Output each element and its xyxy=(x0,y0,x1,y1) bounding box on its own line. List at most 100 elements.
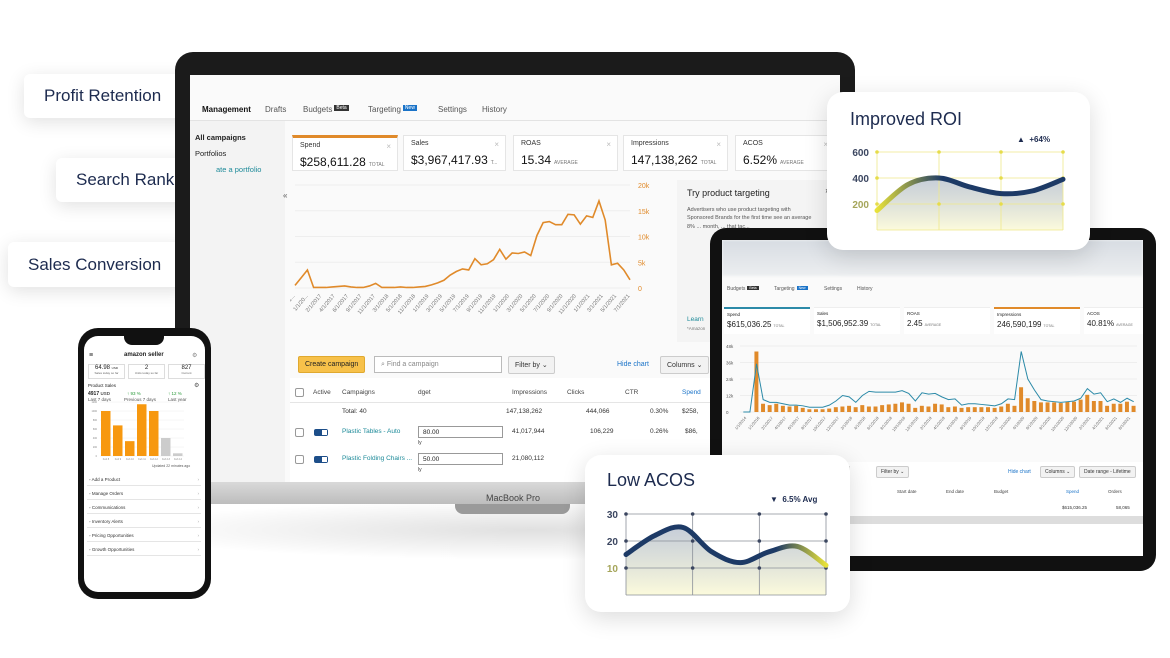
phone-stat-card[interactable]: 2 Units today so far xyxy=(128,364,165,379)
close-icon[interactable]: × xyxy=(716,140,721,149)
tab-budgets[interactable]: Budgets Beta xyxy=(303,105,349,114)
menu-icon[interactable]: ≡ xyxy=(89,352,94,359)
column-header-budget: Budget xyxy=(994,489,1009,494)
tab-history[interactable]: History xyxy=(482,105,507,114)
row-impressions: 41,017,944 xyxy=(512,428,545,435)
tab-targeting[interactable]: Targeting New xyxy=(368,105,417,114)
phone-menu-item[interactable]: ◦ Growth Opportunities › xyxy=(87,543,201,556)
tab-badge: New xyxy=(796,286,808,290)
metric-card-sales[interactable]: Sales × $3,967,417.93 T... xyxy=(403,135,506,171)
tablet-metric-roas[interactable]: ROAS 2.45 AVERAGE xyxy=(904,307,990,334)
grid-dot xyxy=(875,176,879,180)
column-header-budget[interactable]: dget xyxy=(418,389,431,396)
column-header-ctr[interactable]: CTR xyxy=(625,389,639,396)
tablet-metric-impressions[interactable]: Impressions 246,590,199 TOTAL xyxy=(994,307,1080,334)
columns-dropdown[interactable]: Columns ⌄ xyxy=(660,356,710,374)
budget-type: ly xyxy=(418,467,422,473)
x-tick-label: Feb 11 xyxy=(138,458,146,461)
phone-menu-item[interactable]: ◦ Pricing Opportunities › xyxy=(87,529,201,542)
tablet-metric-spend[interactable]: Spend $615,036.25 TOTAL xyxy=(724,307,810,334)
metric-card-roas[interactable]: ROAS × 15.34 AVERAGE xyxy=(513,135,618,171)
grid-dot xyxy=(757,539,762,543)
budget-input[interactable]: 50.00 xyxy=(418,453,503,465)
filter-label: Filter by xyxy=(881,469,899,475)
metric-card-spend[interactable]: Spend × $258,611.28 TOTAL xyxy=(292,135,398,171)
settings-icon[interactable]: ⚙ xyxy=(194,383,200,389)
column-header-campaigns[interactable]: Campaigns xyxy=(342,389,375,396)
metric-unit: TOTAL xyxy=(773,324,785,328)
spend-bar xyxy=(959,407,964,412)
active-toggle[interactable] xyxy=(314,456,328,463)
grid-dot xyxy=(875,202,879,206)
select-all-checkbox[interactable] xyxy=(295,388,304,397)
collapse-icon[interactable]: « xyxy=(283,191,288,200)
filter-by-dropdown[interactable]: Filter by ⌄ xyxy=(508,356,555,374)
active-toggle[interactable] xyxy=(314,429,328,436)
tablet-tab-budgets[interactable]: Budgets Beta xyxy=(727,286,759,292)
tab-settings[interactable]: Settings xyxy=(438,105,467,114)
phone-menu-item[interactable]: ◦ Add a Product › xyxy=(87,473,201,486)
y-tick-label: 10 xyxy=(607,564,619,575)
campaign-name-link[interactable]: Plastic Tables - Auto xyxy=(342,428,401,435)
roi-annotation: ▲ +64% xyxy=(1017,135,1050,144)
settings-icon[interactable]: ⚙ xyxy=(192,353,198,359)
sales-bar xyxy=(149,411,159,456)
tab-drafts[interactable]: Drafts xyxy=(265,105,287,114)
close-icon[interactable]: × xyxy=(823,140,828,149)
phone-menu-item[interactable]: ◦ Communications › xyxy=(87,501,201,514)
tablet-tab-settings[interactable]: Settings xyxy=(824,286,842,292)
close-icon[interactable]: × xyxy=(386,142,391,151)
metric-card-impressions[interactable]: Impressions × 147,138,262 TOTAL xyxy=(623,135,728,171)
tablet-filter-dropdown[interactable]: Filter by ⌄ xyxy=(876,466,910,478)
close-icon[interactable]: × xyxy=(494,140,499,149)
close-icon[interactable]: × xyxy=(606,140,611,149)
tablet-hide-chart-link[interactable]: Hide chart xyxy=(1008,469,1031,475)
improved-roi-card: Improved ROI ▲ +64% 200 400 600 xyxy=(827,92,1090,250)
column-header-clicks[interactable]: Clicks xyxy=(567,389,585,396)
budget-input[interactable]: 80.00 xyxy=(418,426,503,438)
grid-dot xyxy=(757,512,762,516)
column-header-impressions[interactable]: Impressions xyxy=(512,389,548,396)
metric-label: ACOS xyxy=(1087,311,1100,316)
metric-label: Impressions xyxy=(997,312,1022,317)
menu-item-icon: ◦ xyxy=(89,491,92,496)
phone-stat-card[interactable]: 64.98 USD Sales today so far xyxy=(88,364,125,379)
tablet-columns-dropdown[interactable]: Columns ⌄ xyxy=(1040,466,1076,478)
stat-number: 64.98 xyxy=(94,365,110,371)
date-range-dropdown[interactable]: Date range - Lifetime xyxy=(1079,466,1136,478)
spend-bar xyxy=(761,403,766,412)
hide-chart-link[interactable]: Hide chart xyxy=(617,361,649,368)
learn-more-link[interactable]: Learn xyxy=(687,316,704,323)
row-checkbox[interactable] xyxy=(295,455,304,464)
chevron-right-icon: › xyxy=(197,547,200,552)
grid-dot xyxy=(1061,150,1065,154)
close-icon[interactable]: › xyxy=(825,186,828,195)
sidebar-item-all-campaigns[interactable]: All campaigns xyxy=(195,133,246,142)
metric-card-acos[interactable]: ACOS × 6.52% AVERAGE xyxy=(735,135,835,171)
column-header-spend[interactable]: Spend xyxy=(1066,489,1080,494)
x-tick-label: 12/1/2017 xyxy=(825,415,841,432)
filter-label: Filter by xyxy=(515,362,540,369)
row-checkbox[interactable] xyxy=(295,428,304,437)
spend-bar xyxy=(860,405,865,412)
stat-number: 2 xyxy=(144,365,149,371)
metric-unit: AVERAGE xyxy=(780,160,804,166)
tablet-tab-history[interactable]: History xyxy=(857,286,873,292)
spend-bar xyxy=(933,403,938,412)
phone-menu-item[interactable]: ◦ Manage Orders › xyxy=(87,487,201,500)
y-tick-label: 1000 xyxy=(91,410,97,413)
y-tick-label: 600 xyxy=(852,148,869,159)
column-header-orders[interactable]: Orders xyxy=(1108,489,1122,494)
phone-stat-card[interactable]: 827 Current xyxy=(168,364,205,379)
column-header-spend[interactable]: Spend xyxy=(682,389,701,396)
tablet-metric-acos[interactable]: ACOS 40.81% AVERAGE xyxy=(1084,307,1143,334)
tablet-tab-targeting[interactable]: Targeting New xyxy=(774,286,808,292)
campaign-search-input[interactable]: ⌕ Find a campaign xyxy=(374,356,502,373)
x-tick-label: 12/1/2020 xyxy=(1063,415,1079,432)
tablet-metric-sales[interactable]: Sales $1,506,952.39 TOTAL xyxy=(814,307,900,334)
phone-menu-item[interactable]: ◦ Inventory Alerts › xyxy=(87,515,201,528)
campaign-name-link[interactable]: Plastic Folding Chairs ... xyxy=(342,455,413,462)
create-portfolio-link[interactable]: ate a portfolio xyxy=(216,165,262,174)
create-campaign-button[interactable]: Create campaign xyxy=(298,356,366,373)
sidebar-item-portfolios[interactable]: Portfolios xyxy=(195,149,227,158)
